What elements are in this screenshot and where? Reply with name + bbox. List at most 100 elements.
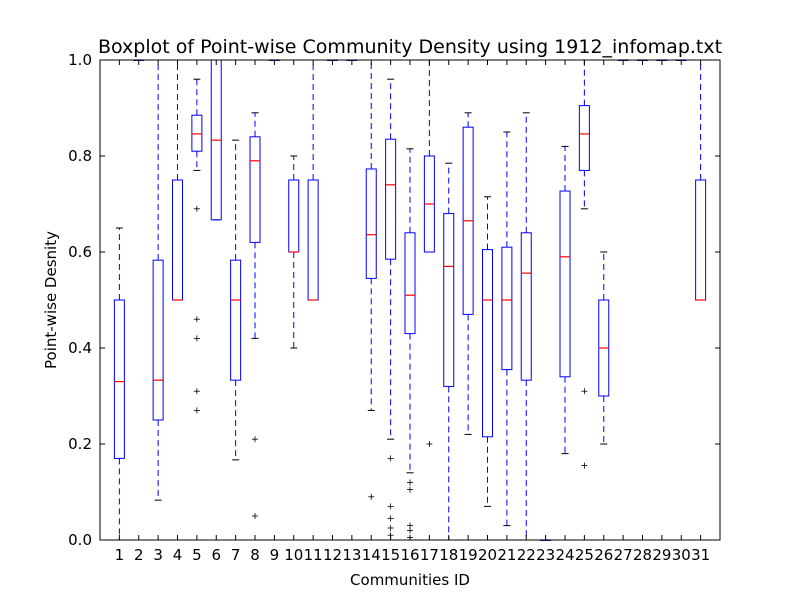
box-group-14 [365, 59, 377, 500]
x-axis-label: Communities ID [350, 571, 470, 589]
box-group-17 [423, 59, 435, 447]
flier-8-1 [252, 513, 258, 519]
flier-17-0 [426, 441, 433, 447]
flier-5-0 [193, 205, 200, 212]
x-tick-label-21: 22 [517, 546, 536, 564]
box-group-10 [288, 155, 300, 349]
flier-8-0 [252, 436, 258, 443]
flier-5-4 [193, 407, 200, 414]
x-axis: 1 2 3 4 5 6 7 8 9 10 11 12 13 14 15 16 17 18 19 20 21 22 23 24 2… [115, 60, 710, 564]
x-tick-label-0: 1 [115, 546, 125, 564]
x-tick-label-15: 16 [400, 546, 419, 564]
box-22 [520, 232, 532, 381]
box-group-5 [191, 78, 203, 414]
box-group-25 [578, 59, 590, 469]
box-group-11 [307, 59, 319, 301]
x-tick-label-26: 27 [614, 546, 633, 564]
box-11 [307, 179, 319, 301]
x-tick-label-27: 28 [633, 546, 652, 564]
x-tick-label-29: 30 [672, 546, 691, 564]
flier-25-0 [581, 388, 588, 395]
x-tick-label-12: 13 [342, 546, 361, 564]
box-24 [559, 190, 571, 378]
x-tick-label-23: 24 [555, 546, 574, 564]
box-group-19 [462, 112, 474, 435]
flier-15-1 [387, 503, 394, 510]
x-tick-label-4: 5 [192, 546, 202, 564]
box-21 [501, 246, 513, 371]
x-tick-label-19: 20 [478, 546, 497, 564]
box-group-16 [404, 148, 416, 541]
x-tick-label-28: 29 [652, 546, 671, 564]
x-tick-label-30: 31 [691, 546, 710, 564]
x-tick-label-5: 6 [211, 546, 221, 564]
box-16 [404, 232, 416, 335]
x-tick-label-10: 11 [304, 546, 323, 564]
box-15 [385, 138, 397, 260]
box-group-24 [559, 145, 571, 455]
box-31 [695, 179, 707, 301]
chart-title: Boxplot of Point-wise Community Density … [98, 36, 722, 58]
box-14 [365, 168, 377, 279]
box-18 [443, 213, 455, 387]
box-group-4 [172, 59, 183, 301]
y-tick-label-0: 0.0 [68, 531, 92, 549]
y-axis-label: Point-wise Desnity [42, 231, 60, 369]
x-tick-label-25: 26 [594, 546, 613, 564]
x-tick-label-22: 23 [536, 546, 555, 564]
x-tick-label-2: 3 [153, 546, 163, 564]
x-tick-label-1: 2 [134, 546, 144, 564]
box-8 [249, 136, 261, 243]
x-tick-label-3: 4 [173, 546, 183, 564]
box-group-6 [210, 59, 222, 221]
x-tick-label-18: 19 [459, 546, 478, 564]
flier-16-0 [407, 479, 413, 486]
box-5 [191, 114, 203, 152]
box-7 [230, 259, 242, 381]
box-4 [172, 179, 183, 301]
box-group-1 [113, 227, 125, 541]
box-group-15 [385, 78, 397, 539]
x-tick-label-6: 7 [231, 546, 241, 564]
flier-16-1 [407, 486, 413, 493]
box-group-31 [695, 59, 707, 301]
x-tick-label-14: 15 [381, 546, 400, 564]
flier-5-2 [193, 335, 200, 342]
flier-25-1 [581, 462, 588, 469]
flier-15-2 [387, 515, 394, 522]
box-1 [113, 299, 125, 459]
y-tick-label-1: 0.2 [68, 435, 92, 453]
x-tick-label-13: 14 [362, 546, 381, 564]
box-group-20 [482, 196, 493, 507]
box-group-8 [249, 112, 261, 519]
y-axis: 0.0 0.2 0.4 0.6 0.8 1.0 [68, 51, 720, 549]
y-tick-label-5: 1.0 [68, 51, 92, 69]
y-tick-label-4: 0.8 [68, 147, 92, 165]
box-group-21 [501, 131, 513, 527]
plot-area [113, 59, 707, 541]
flier-14-0 [368, 493, 375, 500]
box-group-26 [598, 251, 610, 445]
box-25 [578, 105, 590, 171]
box-group-22 [520, 112, 532, 541]
flier-15-0 [387, 455, 394, 462]
x-tick-label-7: 8 [250, 546, 260, 564]
flier-5-3 [193, 388, 200, 395]
box-10 [288, 179, 300, 253]
x-tick-label-24: 25 [575, 546, 594, 564]
x-tick-label-17: 18 [439, 546, 458, 564]
x-tick-label-9: 10 [284, 546, 303, 564]
box-group-7 [230, 139, 242, 461]
box-20 [482, 249, 493, 438]
box-group-3 [152, 59, 164, 501]
x-tick-label-11: 12 [323, 546, 342, 564]
flier-16-3 [407, 527, 413, 534]
plot-frame [99, 59, 721, 541]
flier-15-3 [387, 525, 394, 531]
box-3 [152, 259, 164, 421]
y-tick-label-2: 0.4 [68, 339, 92, 357]
x-tick-label-20: 21 [497, 546, 516, 564]
y-tick-label-3: 0.6 [68, 243, 92, 261]
x-tick-label-8: 9 [270, 546, 280, 564]
